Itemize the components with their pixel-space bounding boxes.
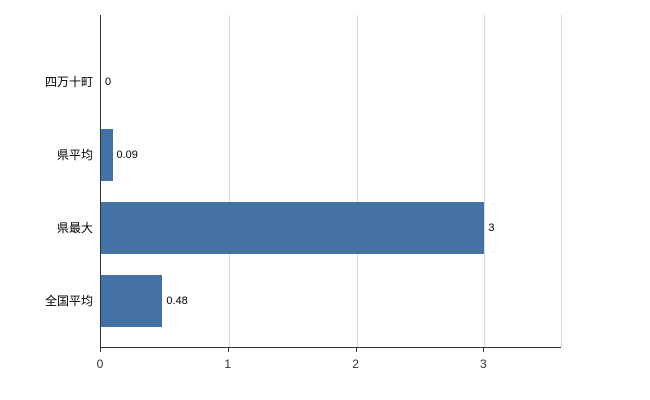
- x-tick-mark: [227, 347, 229, 352]
- bar: [101, 274, 163, 327]
- x-tick-label: 3: [479, 357, 487, 371]
- gridline: [228, 15, 230, 347]
- bar: [101, 201, 485, 254]
- category-label: 県平均: [56, 148, 93, 162]
- x-axis: 0 1 2 3: [96, 347, 560, 387]
- category-label: 四万十町: [44, 75, 93, 89]
- x-tick-mark: [483, 347, 485, 352]
- x-tick-label: 1: [224, 357, 232, 371]
- gridline: [484, 15, 486, 347]
- x-tick-label: 0: [96, 357, 104, 371]
- bar-row: 四万十町 0: [45, 45, 561, 118]
- gridline: [561, 15, 562, 347]
- value-label: 3: [488, 221, 495, 234]
- x-tick-mark: [100, 347, 101, 352]
- bar-row: 県平均 0.09: [57, 118, 561, 191]
- value-label: 0.48: [166, 294, 188, 307]
- bar-row: 県最大 3: [57, 191, 561, 264]
- bar-rows: 四万十町 0 県平均 0.09 県最大 3 全国平均 0.48: [45, 15, 561, 347]
- x-tick-label: 2: [352, 357, 359, 371]
- gridline: [356, 15, 358, 347]
- bar: [101, 128, 113, 181]
- bar-row: 全国平均 0.48: [45, 264, 561, 337]
- x-tick-mark: [355, 347, 357, 352]
- category-label: 全国平均: [44, 294, 93, 308]
- plot-area: 四万十町 0 県平均 0.09 県最大 3 全国平均 0.48: [45, 15, 562, 348]
- value-label: 0: [105, 75, 112, 88]
- category-label: 県最大: [56, 221, 93, 235]
- value-label: 0.09: [116, 148, 138, 161]
